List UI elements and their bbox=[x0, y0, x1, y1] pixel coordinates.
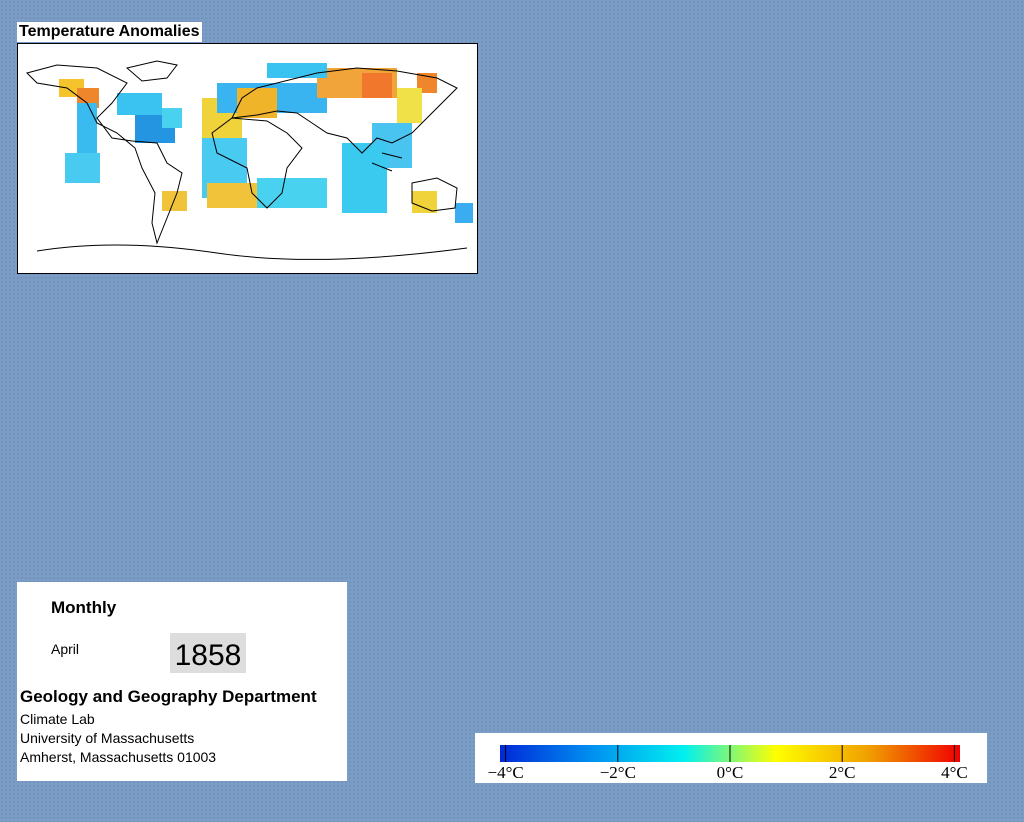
address-line: Amherst, Massachusetts 01003 bbox=[20, 749, 217, 765]
coastlines bbox=[26, 60, 468, 260]
anomaly-patches bbox=[59, 63, 473, 223]
colorbar-tick-label: 0°C bbox=[717, 763, 744, 782]
map bbox=[17, 43, 478, 274]
month: April bbox=[51, 641, 80, 657]
colorbar-tick-label: −4°C bbox=[487, 763, 523, 782]
address-line: Climate Lab bbox=[20, 711, 95, 727]
colorbar-tick-label: −2°C bbox=[600, 763, 636, 782]
year: 1858 bbox=[170, 633, 246, 673]
colorbar-tick-label: 4°C bbox=[941, 763, 968, 782]
map-title: Temperature Anomalies bbox=[17, 22, 202, 42]
colorbar-tick-label: 2°C bbox=[829, 763, 856, 782]
info-panel: Monthly April 1858 Geology and Geography… bbox=[17, 582, 347, 781]
colorbar: −4°C −2°C 0°C 2°C 4°C bbox=[475, 733, 987, 783]
frequency: Monthly bbox=[51, 598, 117, 617]
address-line: University of Massachusetts bbox=[20, 730, 195, 746]
department: Geology and Geography Department bbox=[20, 687, 317, 706]
